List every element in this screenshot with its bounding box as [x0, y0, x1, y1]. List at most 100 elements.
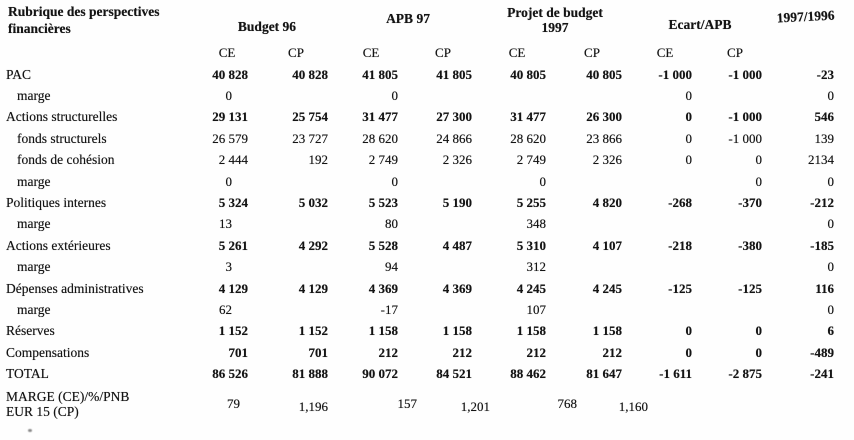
table-body: PAC 40 828 40 828 41 805 41 805 40 805 40 805 -…	[6, 64, 854, 423]
cell-ratio-1997-1996: 139	[814, 130, 835, 146]
row-label: Politiques internes	[6, 195, 107, 211]
row-label: Actions extérieures	[6, 237, 111, 253]
cell-budget96-ce: 86 526	[212, 366, 248, 382]
cell-budget96-ce: 701	[228, 344, 249, 360]
corner-label-line2: financières	[8, 21, 71, 36]
cell-apb97-ce: 5 528	[368, 237, 398, 253]
cell-ecart-ce: 0	[685, 88, 693, 104]
cell-projet97-ce: 1 158	[516, 323, 546, 339]
cell-budget96-cp: 4 129	[298, 280, 328, 296]
subheader-ecart-cp: CP	[727, 45, 743, 60]
cell-apb97-ce: -17	[380, 301, 398, 317]
cell-budget96-ce: 0	[225, 173, 233, 189]
cell-apb97-ce: 94	[385, 259, 398, 275]
row-label: Dépenses administratives	[6, 280, 144, 296]
col-group-1997-1996: 1997/1996	[776, 7, 835, 26]
cell-budget96-cp: 1,196	[298, 398, 328, 414]
cell-budget96-cp: 4 292	[298, 237, 328, 253]
cell-budget96-ce: 4 129	[218, 280, 248, 296]
cell-projet97-ce: 31 477	[510, 109, 546, 125]
cell-projet97-ce: 5 310	[516, 237, 546, 253]
row-label: marge	[17, 88, 51, 104]
cell-apb97-ce: 5 523	[368, 195, 398, 211]
cell-ecart-cp: -2 875	[728, 366, 762, 382]
cell-projet97-ce: 4 245	[516, 280, 546, 296]
table-row: PAC 40 828 40 828 41 805 41 805 40 805 40 805 -…	[6, 64, 854, 85]
cell-ratio-1997-1996: 2134	[808, 152, 834, 168]
row-label: MARGE (CE)/%/PNB EUR 15 (CP)	[6, 389, 198, 419]
cell-projet97-ce: 348	[526, 216, 547, 232]
cell-projet97-ce: 0	[539, 173, 547, 189]
cell-apb97-cp: 24 866	[436, 130, 472, 146]
cell-ecart-cp: -370	[738, 195, 762, 211]
cell-budget96-ce: 3	[225, 259, 233, 275]
cell-projet97-ce: 312	[526, 259, 547, 275]
cell-apb97-ce: 4 369	[368, 280, 398, 296]
row-label: marge	[17, 259, 51, 275]
subheader-projet97-ce: CE	[508, 45, 526, 60]
row-label: Réserves	[6, 323, 55, 339]
cell-projet97-ce: 5 255	[516, 195, 546, 211]
table-row: Politiques internes 5 324 5 032 5 523 5 190 5…	[6, 192, 854, 213]
table-row: marge 0 0 0 0	[6, 85, 854, 106]
col-group-ecart-apb: Ecart/APB	[668, 17, 732, 32]
cell-ratio-1997-1996: -23	[816, 66, 834, 82]
cell-ecart-cp: -1 000	[728, 130, 762, 146]
cell-apb97-cp: 1 158	[442, 323, 472, 339]
cell-ratio-1997-1996: 0	[827, 88, 835, 104]
cell-budget96-cp: 81 888	[292, 366, 328, 382]
cell-budget96-ce: 0	[225, 88, 233, 104]
cell-projet97-cp: 212	[602, 344, 623, 360]
corner-label-line1: Rubrique des perspectives	[8, 4, 160, 19]
row-label: PAC	[6, 66, 32, 82]
col-group-projet97-line2: 1997	[541, 20, 569, 35]
cell-budget96-ce: 13	[219, 216, 232, 232]
row-label: marge	[17, 173, 51, 189]
cell-ecart-cp: -1 000	[728, 109, 762, 125]
cell-budget96-cp: 1 152	[298, 323, 328, 339]
row-label: fonds structurels	[17, 130, 107, 146]
cell-apb97-ce: 0	[391, 173, 399, 189]
cell-apb97-ce: 2 749	[368, 152, 398, 168]
cell-budget96-ce: 79	[227, 395, 240, 411]
cell-ecart-ce: -125	[668, 280, 692, 296]
cell-budget96-ce: 62	[219, 301, 232, 317]
cell-budget96-ce: 29 131	[212, 109, 248, 125]
table-row: Actions structurelles 29 131 25 754 31 477 2…	[6, 107, 854, 128]
cell-projet97-cp: 4 245	[592, 280, 622, 296]
cell-projet97-ce: 107	[526, 301, 547, 317]
cell-ecart-ce: 0	[685, 323, 693, 339]
cell-ratio-1997-1996: 0	[827, 259, 835, 275]
cell-ratio-1997-1996: 6	[827, 323, 835, 339]
table-row: marge 13 80 348 0	[6, 214, 854, 235]
cell-apb97-ce: 28 620	[362, 130, 398, 146]
row-label-line1: MARGE (CE)/%/PNB	[6, 388, 130, 404]
cell-apb97-cp: 1,201	[460, 398, 490, 414]
subheader-budget96-ce: CE	[218, 45, 236, 60]
table-row: Compensations 701 701 212 212 212 212 0 0 -489	[6, 342, 854, 363]
cell-projet97-cp: 4 820	[592, 195, 622, 211]
subheader-apb97-ce: CE	[362, 45, 380, 60]
cell-projet97-cp: 26 300	[586, 109, 622, 125]
row-label: marge	[17, 301, 51, 317]
cell-apb97-ce: 80	[385, 216, 398, 232]
corner-label: Rubrique des perspectives financières	[8, 3, 208, 37]
table-row: MARGE (CE)/%/PNB EUR 15 (CP) 79 1,196 157 1,2…	[6, 385, 854, 423]
row-label: fonds de cohésion	[17, 152, 115, 168]
cell-apb97-cp: 84 521	[436, 366, 472, 382]
scan-artifact-dot	[28, 429, 32, 432]
cell-ratio-1997-1996: 116	[815, 280, 834, 296]
cell-budget96-ce: 40 828	[212, 66, 248, 82]
table-row: Actions extérieures 5 261 4 292 5 528 4 487 5…	[6, 235, 854, 256]
cell-apb97-ce: 41 805	[362, 66, 398, 82]
table-row: fonds de cohésion 2 444 192 2 749 2 326 2 749…	[6, 150, 854, 171]
table-row: Dépenses administratives 4 129 4 129 4 369 4…	[6, 278, 854, 299]
col-group-apb97: APB 97	[386, 11, 430, 26]
cell-budget96-cp: 701	[308, 344, 329, 360]
cell-budget96-ce: 5 261	[218, 237, 248, 253]
col-group-budget96: Budget 96	[237, 19, 297, 34]
cell-projet97-cp: 2 326	[592, 152, 622, 168]
column-subheader-row: CE CP CE CP CE CP CE CP	[6, 42, 854, 64]
row-label-line2: EUR 15 (CP)	[6, 403, 79, 419]
